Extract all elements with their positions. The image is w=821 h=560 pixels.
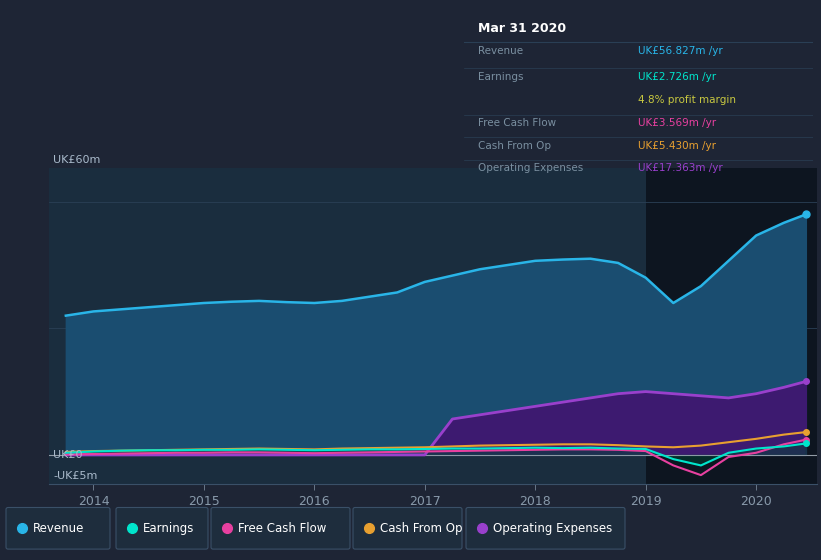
Text: Operating Expenses: Operating Expenses <box>478 164 583 174</box>
Text: Revenue: Revenue <box>478 46 523 57</box>
Text: Cash From Op: Cash From Op <box>380 522 462 535</box>
Text: Revenue: Revenue <box>33 522 85 535</box>
Text: Free Cash Flow: Free Cash Flow <box>238 522 327 535</box>
Text: UK£56.827m /yr: UK£56.827m /yr <box>639 46 723 57</box>
Text: Mar 31 2020: Mar 31 2020 <box>478 22 566 35</box>
FancyBboxPatch shape <box>116 507 208 549</box>
Text: Free Cash Flow: Free Cash Flow <box>478 118 556 128</box>
FancyBboxPatch shape <box>6 507 110 549</box>
Text: UK£17.363m /yr: UK£17.363m /yr <box>639 164 723 174</box>
Text: Earnings: Earnings <box>478 72 523 82</box>
Text: UK£60m: UK£60m <box>53 155 101 165</box>
Text: UK£0: UK£0 <box>53 450 83 460</box>
Text: -UK£5m: -UK£5m <box>53 471 98 481</box>
Bar <box>645 168 817 484</box>
Text: UK£5.430m /yr: UK£5.430m /yr <box>639 141 717 151</box>
Text: Operating Expenses: Operating Expenses <box>493 522 612 535</box>
Text: 4.8% profit margin: 4.8% profit margin <box>639 95 736 105</box>
Text: Earnings: Earnings <box>143 522 195 535</box>
FancyBboxPatch shape <box>466 507 625 549</box>
FancyBboxPatch shape <box>353 507 462 549</box>
FancyBboxPatch shape <box>211 507 350 549</box>
Text: Cash From Op: Cash From Op <box>478 141 551 151</box>
Text: UK£3.569m /yr: UK£3.569m /yr <box>639 118 717 128</box>
Text: UK£2.726m /yr: UK£2.726m /yr <box>639 72 717 82</box>
